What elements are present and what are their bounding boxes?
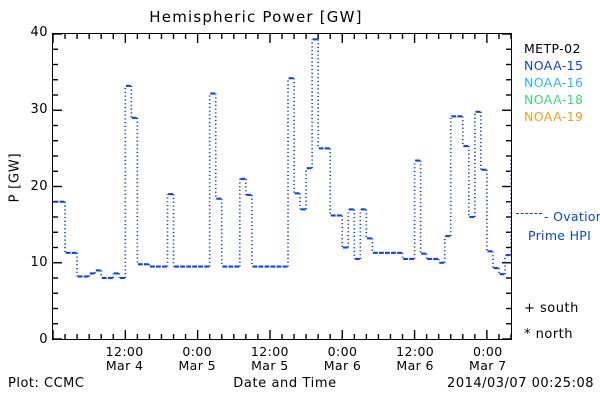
- legend-item-south: + south: [524, 301, 579, 316]
- legend-item-noaa-18: NOAA-18: [524, 92, 584, 107]
- series-ovation-prime-hpi: [53, 38, 511, 280]
- x-tick-label: 0:00 Mar 6: [323, 344, 362, 373]
- legend-item-metp-02: METP-02: [524, 41, 581, 56]
- plot-area: [52, 33, 512, 340]
- x-tick-label: 12:00 Mar 4: [105, 344, 144, 373]
- footer-credit: Plot: CCMC: [8, 376, 85, 391]
- y-tick-label: 30: [30, 101, 48, 117]
- y-axis-tick-labels: 0 10 20 30 40: [14, 25, 48, 347]
- x-axis-title: Date and Time: [233, 376, 337, 391]
- ovation-line-sample: [516, 213, 542, 214]
- legend-item-north: * north: [524, 327, 574, 342]
- x-tick-label: 12:00 Mar 6: [396, 344, 435, 373]
- y-tick-label: 10: [30, 255, 48, 271]
- x-tick-label: 0:00 Mar 7: [469, 344, 507, 373]
- plot-canvas: [53, 34, 511, 339]
- legend-item-noaa-19: NOAA-19: [524, 109, 584, 124]
- footer-timestamp: 2014/03/07 00:25:08: [447, 376, 594, 391]
- y-tick-label: 20: [30, 178, 48, 194]
- legend-item-noaa-15: NOAA-15: [524, 58, 584, 73]
- ovation-legend: - Ovation Prime HPI: [516, 206, 600, 244]
- legend-item-noaa-16: NOAA-16: [524, 75, 584, 90]
- satellite-legend: METP-02 NOAA-15 NOAA-16 NOAA-18 NOAA-19: [524, 40, 600, 125]
- y-tick-label: 0: [39, 332, 48, 347]
- x-axis-tick-labels: 12:00 Mar 4 0:00 Mar 5 12:00 Mar 5 0:00 Mar 6 12…: [52, 345, 512, 379]
- x-tick-label: 0:00 Mar 5: [178, 344, 216, 373]
- x-tick-label: 12:00 Mar 5: [250, 344, 289, 373]
- y-tick-label: 40: [30, 25, 48, 40]
- hemisphere-legend: + south * north: [524, 296, 600, 348]
- ovation-legend-line2: Prime HPI: [528, 228, 592, 243]
- ovation-legend-line1: - Ovation: [544, 209, 600, 224]
- page-title: Hemispheric Power [GW]: [149, 8, 363, 26]
